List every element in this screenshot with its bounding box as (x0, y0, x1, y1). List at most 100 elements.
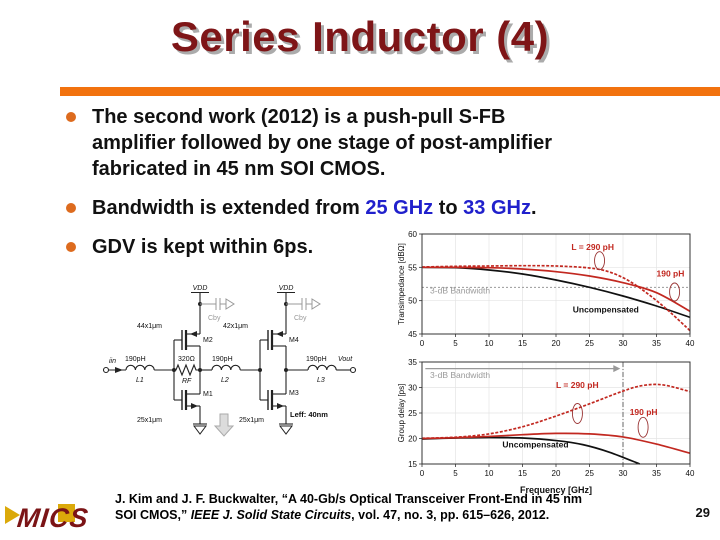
l2-value: 190pH (212, 356, 233, 363)
cby1-label: Cby (208, 315, 221, 322)
bullet-item: GDV is kept within 6ps. (64, 234, 684, 260)
series-190-ph (421, 432, 691, 455)
rf-label: RF (182, 378, 192, 385)
l1-label: L1 (136, 377, 144, 384)
x-tick-label: 35 (652, 339, 661, 348)
logo-triangle-icon (5, 506, 20, 524)
x-tick-label: 40 (686, 339, 695, 348)
bullet-text: fabricated in 45 nm SOI CMOS. (92, 158, 386, 180)
bullet-list: The second work (2012) is a push-pull S-… (64, 104, 684, 273)
annotation-190-ph: 190 pH (630, 407, 658, 417)
annotation-3-db-bandwidth: 3-dB Bandwidth (430, 285, 490, 295)
callout-ellipse-icon (571, 403, 583, 424)
bypass-cap-2: Cby (286, 298, 321, 322)
ground-1 (193, 423, 207, 435)
vdd1-label: VDD (193, 285, 208, 292)
mosfet-m2: 44x1μm M2 (137, 304, 213, 370)
group-delay-chart: 0 5 10 15 20 25 30 35 40 15 20 25 30 35 3-dB Bandwidth… (396, 352, 720, 501)
m1-label: M1 (203, 391, 213, 398)
bullet-text: 33 GHz (463, 197, 531, 219)
m2-label: M2 (203, 337, 213, 344)
bullet-item: Bandwidth is extended from 25 GHz to 33 … (64, 195, 684, 221)
m4-label: M4 (289, 337, 299, 344)
transimpedance-plot: 0 5 10 15 20 25 30 35 40 45 50 55 60 L = 290 pH 190 pH… (397, 230, 695, 348)
inductor-l3: 190pH L3 (284, 356, 351, 384)
series-l-290-ph (421, 264, 691, 332)
vdd2-label: VDD (279, 285, 294, 292)
x-tick-label: 15 (518, 469, 527, 478)
rf-value: 320Ω (178, 356, 195, 363)
x-tick-label: 5 (453, 469, 458, 478)
bullet-text: 25 GHz (365, 197, 434, 219)
x-axis-label: Frequency [GHz] (520, 485, 592, 495)
inductor-l1: 190pH L1 (125, 356, 174, 384)
l1-value: 190pH (125, 356, 146, 363)
y-tick-label: 30 (408, 384, 417, 393)
m1-size: 25x1μm (137, 417, 162, 424)
bullet-text: GDV is kept within 6ps. (92, 236, 314, 258)
citation-text: SOI CMOS,” (115, 508, 191, 522)
citation: J. Kim and J. F. Buckwalter, “A 40-Gb/s … (115, 491, 693, 523)
vout-label: Vout (338, 356, 353, 363)
bullet-item: The second work (2012) is a push-pull S-… (64, 104, 684, 182)
input-port: iin (102, 358, 126, 374)
x-tick-label: 20 (552, 469, 561, 478)
leff-label: Leff: 40nm (290, 410, 328, 419)
citation-text: , vol. 47, no. 3, pp. 615–626, 2012. (351, 508, 550, 522)
slide-title: Series Inductor (4) (170, 13, 550, 60)
y-tick-label: 55 (408, 263, 417, 272)
y-tick-label: 20 (408, 435, 417, 444)
group-delay-plot: 0 5 10 15 20 25 30 35 40 15 20 25 30 35 3-dB Bandwidth… (397, 358, 695, 495)
m4-size: 42x1μm (223, 323, 248, 330)
bullet-text: amplifier followed by one stage of post-… (92, 132, 553, 154)
mosfet-m3: 25x1μm M3 Leff: 40nm (239, 370, 328, 424)
l3-value: 190pH (306, 356, 327, 363)
vdd2-node: VDD (277, 285, 295, 306)
callout-ellipse-icon (669, 282, 681, 302)
bullet-text: . (530, 197, 537, 219)
circuit-schematic: iin 190pH L1 320Ω RF 44x1μm (102, 285, 357, 437)
bullet-dot-icon (66, 112, 76, 122)
bullet-dot-icon (66, 242, 76, 252)
x-tick-label: 25 (585, 339, 594, 348)
output-port: Vout (338, 356, 357, 374)
x-tick-label: 25 (585, 469, 594, 478)
annotation-3-db-bandwidth: 3-dB Bandwidth (430, 370, 490, 380)
x-tick-label: 0 (420, 339, 425, 348)
y-tick-label: 50 (408, 297, 417, 306)
x-tick-label: 30 (619, 339, 628, 348)
y-tick-label: 35 (408, 358, 417, 367)
ground-2 (279, 423, 293, 435)
resistor-rf: 320Ω RF (174, 356, 200, 385)
x-tick-label: 5 (453, 339, 458, 348)
mosfet-m1: 25x1μm M1 (137, 370, 213, 424)
x-tick-label: 10 (485, 469, 494, 478)
x-tick-label: 10 (485, 339, 494, 348)
cby2-label: Cby (294, 315, 307, 322)
citation-text: IEEE J. Solid State Circuits (190, 508, 352, 522)
series-190-ph (421, 266, 691, 313)
bullet-text: Bandwidth is extended from (92, 197, 366, 219)
y-axis-label: Group delay [ps] (397, 384, 406, 443)
y-tick-label: 45 (408, 330, 417, 339)
page-number: 29 (695, 505, 710, 520)
m3-label: M3 (289, 390, 299, 397)
logo-text: MICS (16, 502, 91, 533)
m2-size: 44x1μm (137, 323, 162, 330)
logo-square-icon (58, 504, 75, 522)
current-arrow-icon (115, 367, 123, 373)
accent-bar (60, 87, 720, 96)
bullet-text: The second work (2012) is a push-pull S-… (92, 106, 506, 128)
bullet-text: to (433, 197, 464, 219)
x-tick-label: 20 (552, 339, 561, 348)
citation-text: J. Kim and J. F. Buckwalter, “A 40-Gb/s … (115, 492, 583, 506)
transimpedance-chart: 0 5 10 15 20 25 30 35 40 45 50 55 60 L = 290 pH 190 pH… (396, 226, 720, 357)
annotation-190-ph: 190 pH (657, 269, 685, 279)
mosfet-m4: 42x1μm M4 (223, 304, 299, 370)
vdd1-node: VDD (191, 285, 209, 306)
x-tick-label: 40 (686, 469, 695, 478)
y-tick-label: 25 (408, 409, 417, 418)
bullet-dot-icon (66, 203, 76, 213)
callout-ellipse-icon (637, 416, 649, 438)
